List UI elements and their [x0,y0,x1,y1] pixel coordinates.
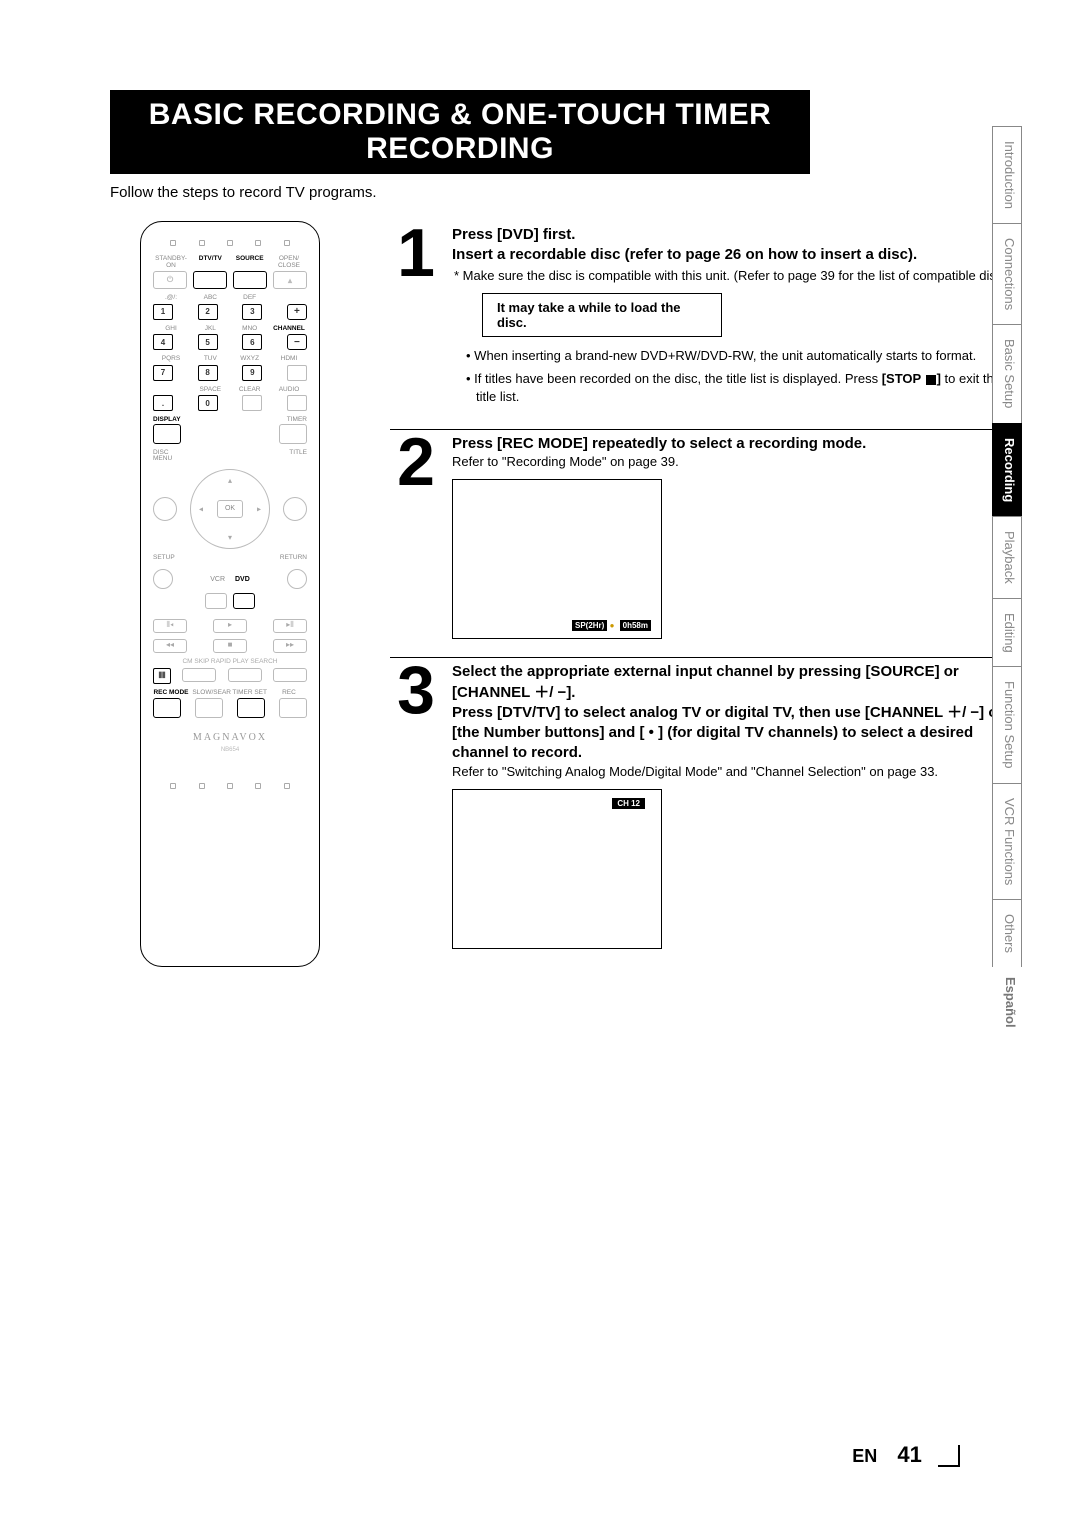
footer-lang: EN [852,1446,877,1466]
intro-text: Follow the steps to record TV programs. [110,184,1020,201]
remote-illustration: STANDBY-ON DTV/TV SOURCE OPEN/ CLOSE ⏻▴ … [140,221,320,967]
step-2: 2 Press [REC MODE] repeatedly to select … [390,429,1020,639]
tab-vcr-functions[interactable]: VCR Functions [992,783,1022,899]
tab-others[interactable]: Others [992,899,1022,967]
step-number: 2 [390,434,442,639]
disc-note-box: It may take a while to load the disc. [482,293,722,337]
step1-main: Insert a recordable disc (refer to page … [452,245,1020,265]
step3-main: Select the appropriate external input ch… [452,662,1020,763]
tab-recording[interactable]: Recording [992,423,1022,516]
tab-editing[interactable]: Editing [992,598,1022,667]
tv-preview-mode: SP(2Hr) ● 0h58m [452,479,662,639]
tab-connections[interactable]: Connections [992,223,1022,324]
tab-playback[interactable]: Playback [992,516,1022,598]
step2-ref: Refer to "Recording Mode" on page 39. [452,454,1020,469]
tv-preview-channel: CH 12 [452,789,662,949]
footer-page: 41 [897,1442,921,1467]
step-number: 1 [390,225,442,411]
step1-bullet-2: If titles have been recorded on the disc… [466,370,1020,405]
step3-ref: Refer to "Switching Analog Mode/Digital … [452,764,1020,779]
step1-pre: Press [DVD] first. [452,225,1020,245]
section-tabs: Introduction Connections Basic Setup Rec… [992,126,1022,1038]
tab-function-setup[interactable]: Function Setup [992,666,1022,782]
step1-note: Make sure the disc is compatible with th… [452,268,1020,283]
page-title: BASIC RECORDING & ONE-TOUCH TIMER RECORD… [110,90,810,174]
tab-espanol[interactable]: Español [992,967,1022,1038]
tab-basic-setup[interactable]: Basic Setup [992,324,1022,422]
step-3: 3 Select the appropriate external input … [390,657,1020,948]
step-number: 3 [390,662,442,948]
corner-mark-icon [938,1445,960,1467]
step1-bullet-1: When inserting a brand-new DVD+RW/DVD-RW… [466,347,1020,365]
page-footer: EN 41 [852,1442,960,1468]
tab-introduction[interactable]: Introduction [992,126,1022,223]
step2-main: Press [REC MODE] repeatedly to select a … [452,434,1020,454]
step-1: 1 Press [DVD] first. Insert a recordable… [390,225,1020,411]
